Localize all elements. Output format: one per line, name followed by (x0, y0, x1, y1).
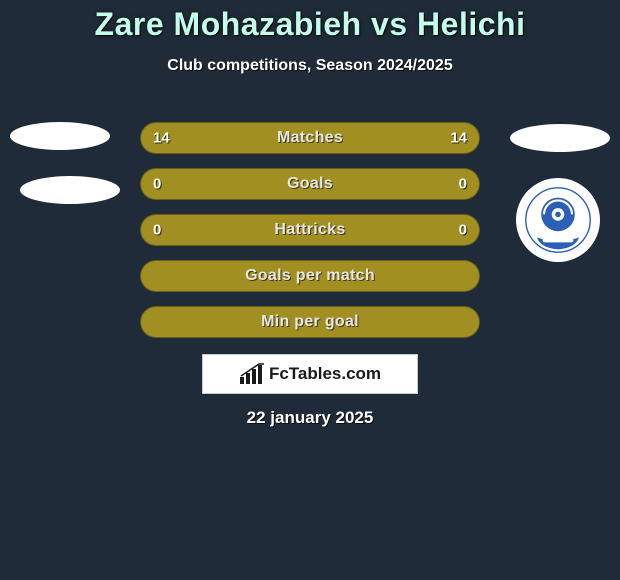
stat-left-value: 0 (153, 222, 161, 239)
stat-row-goals: 0 Goals 0 (140, 168, 480, 200)
stat-label: Goals (287, 175, 333, 193)
player-right-crest (516, 178, 600, 262)
stat-label: Min per goal (261, 313, 359, 331)
stat-left-value: 14 (153, 130, 170, 147)
page-subtitle: Club competitions, Season 2024/2025 (0, 57, 620, 75)
stat-label: Hattricks (274, 221, 345, 239)
stats-bars: 14 Matches 14 0 Goals 0 0 Hattricks 0 Go… (140, 122, 480, 352)
stat-row-min-per-goal: Min per goal (140, 306, 480, 338)
stat-right-value: 0 (459, 222, 467, 239)
brand-bars-icon (239, 363, 265, 385)
stat-left-value: 0 (153, 176, 161, 193)
stat-row-hattricks: 0 Hattricks 0 (140, 214, 480, 246)
footer-date: 22 january 2025 (0, 408, 620, 428)
stat-row-goals-per-match: Goals per match (140, 260, 480, 292)
stat-label: Goals per match (245, 267, 375, 285)
brand-text: FcTables.com (269, 364, 381, 384)
player-left-badge-1 (10, 122, 110, 150)
stat-right-value: 0 (459, 176, 467, 193)
page-title: Zare Mohazabieh vs Helichi (0, 0, 620, 43)
club-crest-icon (523, 185, 593, 255)
stat-row-matches: 14 Matches 14 (140, 122, 480, 154)
brand-box: FcTables.com (202, 354, 418, 394)
player-right-badge-1 (510, 124, 610, 152)
player-left-badge-2 (20, 176, 120, 204)
stat-right-value: 14 (450, 130, 467, 147)
stat-label: Matches (277, 129, 343, 147)
